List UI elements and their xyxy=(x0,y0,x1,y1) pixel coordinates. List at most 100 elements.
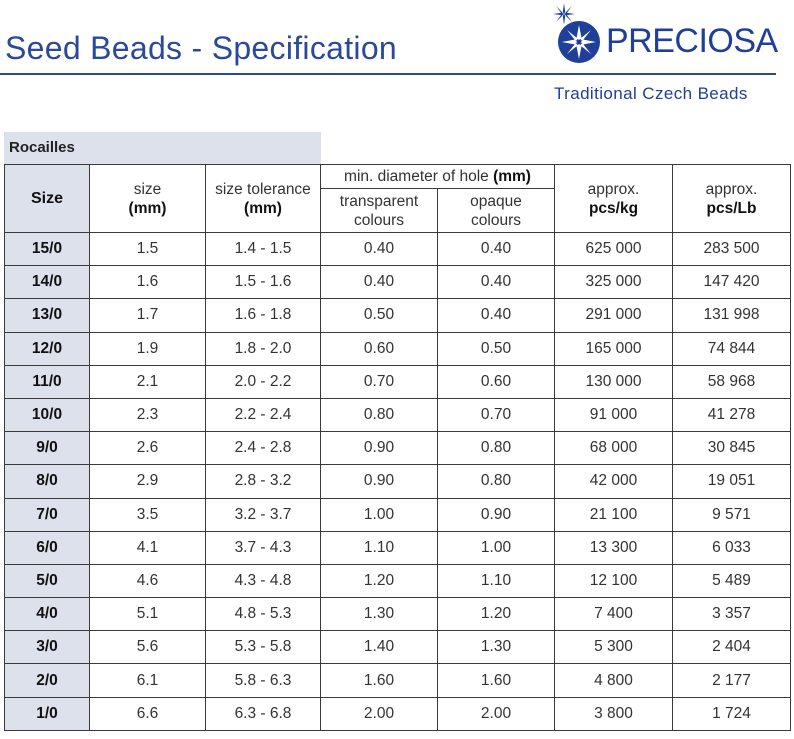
tolerance-cell: 3.2 - 3.7 xyxy=(205,497,321,532)
transparent-hole-cell: 0.60 xyxy=(320,331,438,366)
opaque-hole-cell: 0.90 xyxy=(437,497,555,532)
transparent-hole-cell: 0.90 xyxy=(320,431,438,466)
col-header-tolerance: size tolerance (mm) xyxy=(205,164,321,233)
tolerance-cell: 5.3 - 5.8 xyxy=(205,630,321,665)
pcs-lb-cell: 283 500 xyxy=(672,231,791,267)
table-row: 6/0 4.1 3.7 - 4.3 1.10 1.00 13 300 6 033 xyxy=(4,530,791,565)
pcs-kg-cell: 7 400 xyxy=(554,597,673,632)
table-row: 14/0 1.6 1.5 - 1.6 0.40 0.40 325 000 147 420 xyxy=(4,265,791,300)
opaque-hole-cell: 0.80 xyxy=(437,431,555,466)
preciosa-logo: PRECIOSA xyxy=(550,2,780,72)
tolerance-cell: 6.3 - 6.8 xyxy=(205,696,321,731)
table-row: 12/0 1.9 1.8 - 2.0 0.60 0.50 165 000 74 844 xyxy=(4,331,791,366)
table-row: 4/0 5.1 4.8 - 5.3 1.30 1.20 7 400 3 357 xyxy=(4,597,791,632)
pcs-kg-cell: 68 000 xyxy=(554,431,673,466)
opaque-hole-cell: 1.10 xyxy=(437,563,555,599)
tolerance-cell: 3.7 - 4.3 xyxy=(205,530,321,565)
size-cell: 12/0 xyxy=(4,331,90,366)
table-row: 5/0 4.6 4.3 - 4.8 1.20 1.10 12 100 5 489 xyxy=(4,563,791,599)
pcs-kg-cell: 130 000 xyxy=(554,364,673,399)
pcs-kg-cell: 4 800 xyxy=(554,663,673,698)
opaque-hole-cell: 0.60 xyxy=(437,364,555,399)
opaque-hole-cell: 1.20 xyxy=(437,597,555,632)
opaque-hole-cell: 0.40 xyxy=(437,298,555,333)
size-cell: 15/0 xyxy=(4,231,90,267)
page-title: Seed Beads - Specification xyxy=(5,30,398,66)
pcs-kg-cell: 42 000 xyxy=(554,464,673,499)
opaque-hole-cell: 0.70 xyxy=(437,397,555,433)
transparent-hole-cell: 0.80 xyxy=(320,397,438,433)
col-header-hole-group: min. diameter of hole (mm) xyxy=(320,164,555,189)
table-row: 13/0 1.7 1.6 - 1.8 0.50 0.40 291 000 131 998 xyxy=(4,298,791,333)
tagline: Traditional Czech Beads xyxy=(554,84,748,103)
pcs-lb-cell: 2 404 xyxy=(672,630,791,665)
pcs-lb-cell: 3 357 xyxy=(672,597,791,632)
tolerance-cell: 1.5 - 1.6 xyxy=(205,265,321,300)
pcs-kg-cell: 91 000 xyxy=(554,397,673,433)
pcs-lb-cell: 74 844 xyxy=(672,331,791,366)
size-mm-cell: 6.6 xyxy=(89,696,206,731)
opaque-hole-cell: 0.40 xyxy=(437,231,555,267)
size-cell: 2/0 xyxy=(4,663,90,698)
opaque-hole-cell: 0.50 xyxy=(437,331,555,366)
transparent-hole-cell: 1.10 xyxy=(320,530,438,565)
col-header-pcs-kg: approx. pcs/kg xyxy=(554,164,673,233)
table-row: 9/0 2.6 2.4 - 2.8 0.90 0.80 68 000 30 845 xyxy=(4,431,791,466)
size-cell: 9/0 xyxy=(4,431,90,466)
transparent-hole-cell: 0.70 xyxy=(320,364,438,399)
size-mm-cell: 1.9 xyxy=(89,331,206,366)
size-cell: 8/0 xyxy=(4,464,90,499)
tolerance-cell: 2.0 - 2.2 xyxy=(205,364,321,399)
transparent-hole-cell: 0.40 xyxy=(320,265,438,300)
pcs-kg-cell: 5 300 xyxy=(554,630,673,665)
pcs-kg-cell: 21 100 xyxy=(554,497,673,532)
size-mm-cell: 2.9 xyxy=(89,464,206,499)
col-header-pcs-lb: approx. pcs/Lb xyxy=(672,164,791,233)
size-cell: 5/0 xyxy=(4,563,90,599)
pcs-lb-cell: 131 998 xyxy=(672,298,791,333)
tolerance-cell: 2.4 - 2.8 xyxy=(205,431,321,466)
pcs-kg-cell: 291 000 xyxy=(554,298,673,333)
opaque-hole-cell: 2.00 xyxy=(437,696,555,731)
size-cell: 4/0 xyxy=(4,597,90,632)
size-mm-cell: 2.3 xyxy=(89,397,206,433)
table-row: 2/0 6.1 5.8 - 6.3 1.60 1.60 4 800 2 177 xyxy=(4,663,791,698)
size-cell: 1/0 xyxy=(4,696,90,731)
pcs-kg-cell: 165 000 xyxy=(554,331,673,366)
star-logo-icon xyxy=(553,3,600,63)
spec-table: Size size (mm) size tolerance (mm) min. … xyxy=(4,164,791,731)
pcs-lb-cell: 30 845 xyxy=(672,431,791,466)
table-row: 10/0 2.3 2.2 - 2.4 0.80 0.70 91 000 41 278 xyxy=(4,397,791,433)
pcs-kg-cell: 13 300 xyxy=(554,530,673,565)
pcs-kg-cell: 12 100 xyxy=(554,563,673,599)
opaque-hole-cell: 0.40 xyxy=(437,265,555,300)
tolerance-cell: 5.8 - 6.3 xyxy=(205,663,321,698)
table-row: 1/0 6.6 6.3 - 6.8 2.00 2.00 3 800 1 724 xyxy=(4,696,791,731)
size-mm-cell: 2.6 xyxy=(89,431,206,466)
size-cell: 11/0 xyxy=(4,364,90,399)
pcs-lb-cell: 5 489 xyxy=(672,563,791,599)
pcs-lb-cell: 6 033 xyxy=(672,530,791,565)
opaque-hole-cell: 1.00 xyxy=(437,530,555,565)
header-divider xyxy=(0,73,776,75)
pcs-kg-cell: 325 000 xyxy=(554,265,673,300)
size-cell: 10/0 xyxy=(4,397,90,433)
tolerance-cell: 1.6 - 1.8 xyxy=(205,298,321,333)
table-row: 15/0 1.5 1.4 - 1.5 0.40 0.40 625 000 283 500 xyxy=(4,231,791,267)
pcs-lb-cell: 19 051 xyxy=(672,464,791,499)
size-mm-cell: 6.1 xyxy=(89,663,206,698)
pcs-lb-cell: 41 278 xyxy=(672,397,791,433)
pcs-lb-cell: 58 968 xyxy=(672,364,791,399)
logo-wordmark: PRECIOSA xyxy=(606,22,778,60)
transparent-hole-cell: 0.50 xyxy=(320,298,438,333)
transparent-hole-cell: 2.00 xyxy=(320,696,438,731)
pcs-lb-cell: 2 177 xyxy=(672,663,791,698)
size-mm-cell: 1.7 xyxy=(89,298,206,333)
size-mm-cell: 3.5 xyxy=(89,497,206,532)
size-mm-cell: 4.1 xyxy=(89,530,206,565)
pcs-kg-cell: 3 800 xyxy=(554,696,673,731)
tolerance-cell: 4.8 - 5.3 xyxy=(205,597,321,632)
col-header-size-mm: size (mm) xyxy=(89,164,206,233)
col-header-transparent: transparent colours xyxy=(320,188,438,233)
size-cell: 3/0 xyxy=(4,630,90,665)
